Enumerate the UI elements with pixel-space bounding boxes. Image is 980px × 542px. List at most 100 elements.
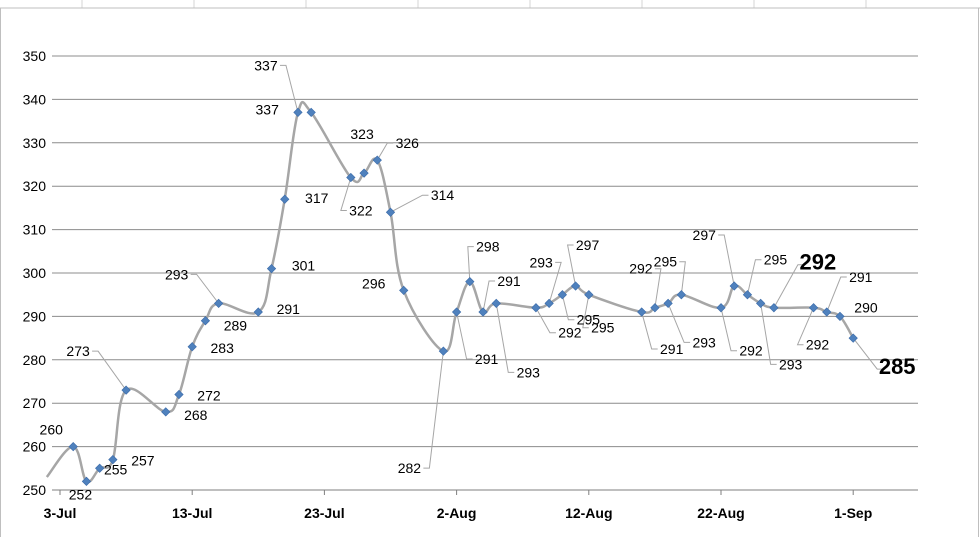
label-leader-lines xyxy=(92,64,884,469)
data-label: 291 xyxy=(660,341,684,357)
label-leader-line xyxy=(548,261,562,304)
label-leader-line xyxy=(340,177,352,212)
x-tick-label: 1-Sep xyxy=(834,505,872,521)
data-label: 291 xyxy=(277,301,301,317)
data-label: 298 xyxy=(476,239,500,255)
data-label: 323 xyxy=(350,126,374,142)
y-tick-label: 310 xyxy=(23,222,47,238)
data-point-marker xyxy=(266,264,277,274)
data-point-marker xyxy=(108,454,118,465)
y-tick-label: 330 xyxy=(23,135,47,151)
data-point-marker xyxy=(359,168,369,178)
y-tick-label: 250 xyxy=(23,482,47,498)
label-leader-line xyxy=(535,307,556,334)
data-point-marker xyxy=(385,207,396,217)
data-label: 292 xyxy=(629,261,653,277)
data-point-marker xyxy=(531,303,541,313)
data-label: 295 xyxy=(591,320,615,336)
data-label: 285 xyxy=(879,354,916,379)
label-leader-line xyxy=(190,273,220,304)
y-tick-label: 300 xyxy=(23,265,47,281)
label-leader-line xyxy=(826,276,847,313)
y-tick-label: 270 xyxy=(23,395,47,411)
data-label: 268 xyxy=(184,407,208,423)
data-label: 291 xyxy=(849,269,873,285)
axes: 250 260 270 280 290 300 310 320 330 340 350 3-Jul 13… xyxy=(23,48,918,521)
data-point-marker xyxy=(200,316,211,326)
data-label: 293 xyxy=(529,254,553,270)
data-label: 293 xyxy=(779,356,803,372)
label-leader-line xyxy=(667,303,691,343)
label-leader-line xyxy=(92,350,127,391)
data-point-marker xyxy=(676,290,686,300)
label-leader-line xyxy=(760,303,777,365)
label-leader-line xyxy=(720,307,737,352)
data-label: 292 xyxy=(558,325,582,341)
data-point-marker xyxy=(822,307,832,317)
label-leader-line xyxy=(852,337,884,370)
data-point-marker xyxy=(293,107,303,118)
data-label: 257 xyxy=(131,453,155,469)
data-label: 293 xyxy=(517,364,541,380)
label-leader-line xyxy=(641,311,658,350)
data-point-marker xyxy=(557,290,567,300)
data-label: 295 xyxy=(654,254,678,270)
data-point-marker xyxy=(214,298,224,309)
data-label: 272 xyxy=(197,388,221,404)
data-point-marker xyxy=(121,385,131,395)
data-point-marker xyxy=(306,107,316,118)
data-point-marker xyxy=(835,311,845,322)
y-tick-label: 260 xyxy=(23,439,47,455)
data-point-marker xyxy=(584,290,594,300)
label-leader-line xyxy=(279,64,299,113)
data-label: 322 xyxy=(349,203,373,219)
label-leader-line xyxy=(566,244,577,287)
gridlines xyxy=(52,55,918,491)
data-point-marker xyxy=(465,277,475,287)
y-tick-label: 320 xyxy=(23,178,47,194)
data-point-marker xyxy=(729,281,739,291)
y-tick-label: 280 xyxy=(23,352,47,368)
series-markers xyxy=(68,107,858,486)
label-leader-line xyxy=(746,259,762,295)
x-tick-label: 23-Jul xyxy=(304,505,344,521)
data-point-marker xyxy=(848,333,858,343)
label-leader-line xyxy=(467,246,474,282)
data-point-marker xyxy=(544,298,554,309)
data-label: 301 xyxy=(292,258,316,274)
x-tick-label: 22-Aug xyxy=(697,505,744,521)
data-point-marker xyxy=(346,172,356,183)
data-point-marker xyxy=(478,307,488,317)
data-label: 289 xyxy=(224,318,248,334)
label-leader-line xyxy=(561,294,575,321)
y-tick-label: 290 xyxy=(23,308,47,324)
data-label: 314 xyxy=(431,187,455,203)
data-label: 293 xyxy=(165,266,189,282)
data-point-marker xyxy=(570,281,581,291)
data-point-marker xyxy=(280,194,290,204)
data-label: 293 xyxy=(692,334,716,350)
data-point-marker xyxy=(68,441,78,452)
data-point-marker xyxy=(95,463,105,473)
label-leader-line xyxy=(423,351,444,469)
x-tick-label: 3-Jul xyxy=(44,505,77,521)
data-point-marker xyxy=(663,298,673,309)
data-point-marker xyxy=(451,307,462,317)
data-label: 296 xyxy=(362,275,386,291)
label-leader-line xyxy=(376,142,394,161)
data-label: 290 xyxy=(854,299,878,315)
label-leader-line xyxy=(654,268,662,308)
data-label: 252 xyxy=(69,486,93,502)
label-leader-line xyxy=(796,307,814,346)
data-point-marker xyxy=(716,303,726,313)
data-label: 297 xyxy=(693,227,717,243)
label-leader-line xyxy=(679,261,686,295)
data-point-marker xyxy=(253,307,263,317)
label-leader-line xyxy=(495,303,515,373)
data-label: 273 xyxy=(66,343,90,359)
y-tick-label: 340 xyxy=(23,91,47,107)
data-point-marker xyxy=(399,285,409,295)
